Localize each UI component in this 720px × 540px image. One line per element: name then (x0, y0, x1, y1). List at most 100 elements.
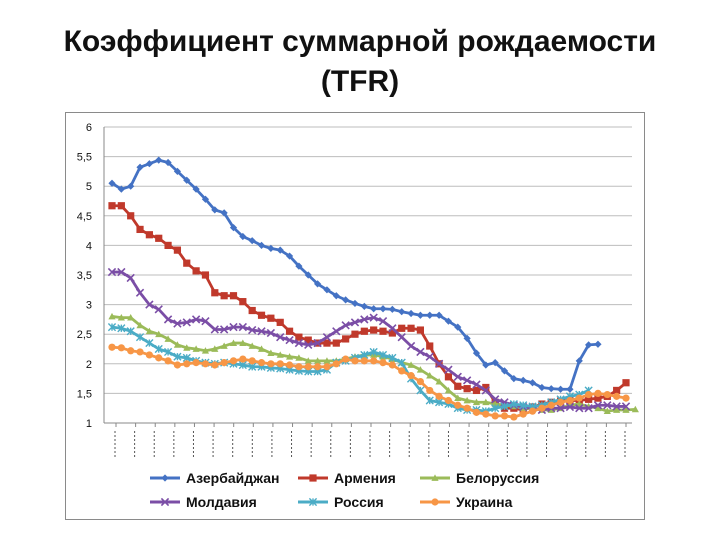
data-point (434, 359, 444, 368)
data-point (173, 352, 182, 361)
chart-frame: 6 5,5 5 4,5 4 3,5 3 2,5 2 1,5 1 Азербайджан Армения Б… (65, 112, 645, 520)
data-point (472, 380, 481, 389)
data-point (350, 318, 360, 327)
data-point (463, 396, 471, 404)
data-point (220, 292, 228, 300)
data-point (309, 474, 317, 482)
data-point (257, 311, 266, 319)
data-point (416, 366, 424, 373)
y-tick-label: 5,5 (77, 152, 92, 164)
data-point (126, 327, 135, 336)
data-point (267, 314, 275, 322)
data-point (444, 386, 453, 394)
data-point (145, 351, 153, 359)
data-point (136, 225, 144, 234)
data-point (285, 335, 294, 345)
data-point (491, 400, 499, 407)
data-point (210, 325, 219, 334)
data-point (510, 375, 518, 383)
data-point (154, 305, 163, 314)
y-tick-label: 3,5 (77, 270, 92, 282)
data-point (594, 394, 602, 402)
data-point (126, 273, 135, 283)
data-point (416, 386, 425, 395)
data-point (238, 322, 248, 332)
data-point (351, 299, 359, 308)
data-point (211, 206, 219, 214)
data-point (631, 405, 639, 413)
data-point (565, 402, 575, 412)
data-point (183, 176, 191, 184)
data-point (182, 318, 191, 327)
data-point (425, 396, 434, 405)
data-point (622, 379, 630, 387)
data-point (276, 360, 284, 368)
data-point (295, 333, 303, 341)
data-point (107, 267, 117, 277)
data-point (431, 474, 439, 481)
data-point (351, 330, 359, 338)
data-point (416, 347, 425, 357)
data-point (294, 338, 304, 348)
data-point (164, 158, 172, 167)
data-point (360, 302, 368, 310)
data-point (463, 385, 471, 393)
data-point (462, 376, 472, 385)
data-point (267, 360, 275, 368)
data-point (556, 385, 565, 393)
data-point (556, 398, 565, 406)
data-point (379, 327, 387, 335)
data-point (491, 412, 499, 420)
data-point (276, 332, 285, 342)
series-line (111, 325, 590, 413)
data-point (360, 357, 368, 365)
data-point (266, 328, 276, 338)
data-point (388, 329, 396, 337)
data-point (435, 392, 443, 400)
data-point (201, 195, 210, 203)
data-point (248, 237, 256, 245)
data-point (323, 286, 331, 294)
data-point (426, 386, 434, 395)
data-point (528, 407, 537, 415)
data-point (369, 347, 378, 357)
data-point (425, 352, 434, 361)
data-point (388, 361, 396, 369)
slide-title: Коэффициент суммарной рождаемости (TFR) (0, 22, 720, 102)
data-point (108, 202, 116, 210)
data-point (431, 498, 439, 506)
data-point (575, 394, 583, 402)
data-point (229, 322, 238, 332)
data-point (416, 311, 424, 319)
data-point (257, 241, 266, 249)
data-point (127, 212, 135, 220)
data-point (304, 357, 312, 364)
data-point (370, 305, 378, 313)
data-point (332, 360, 340, 368)
y-tick-label: 2,5 (77, 329, 92, 341)
data-point (603, 401, 612, 410)
data-point (342, 355, 350, 363)
data-point (220, 342, 228, 349)
data-point (127, 314, 135, 321)
data-point (267, 349, 275, 357)
data-point (482, 410, 490, 418)
data-point (482, 398, 490, 406)
data-point (388, 324, 397, 333)
data-point (378, 350, 388, 360)
data-point (145, 300, 154, 309)
data-point (585, 395, 593, 403)
data-point (613, 386, 621, 395)
data-point (295, 354, 303, 361)
data-point (308, 497, 318, 507)
data-point (603, 390, 611, 399)
data-point (145, 231, 153, 239)
data-point (117, 185, 125, 193)
legend-label: Белоруссия (456, 470, 539, 486)
slide-title-line-2: (TFR) (320, 65, 400, 98)
data-point (192, 185, 200, 193)
data-point (510, 413, 518, 421)
data-point (388, 305, 396, 313)
data-point (509, 399, 518, 409)
data-point (135, 288, 145, 297)
